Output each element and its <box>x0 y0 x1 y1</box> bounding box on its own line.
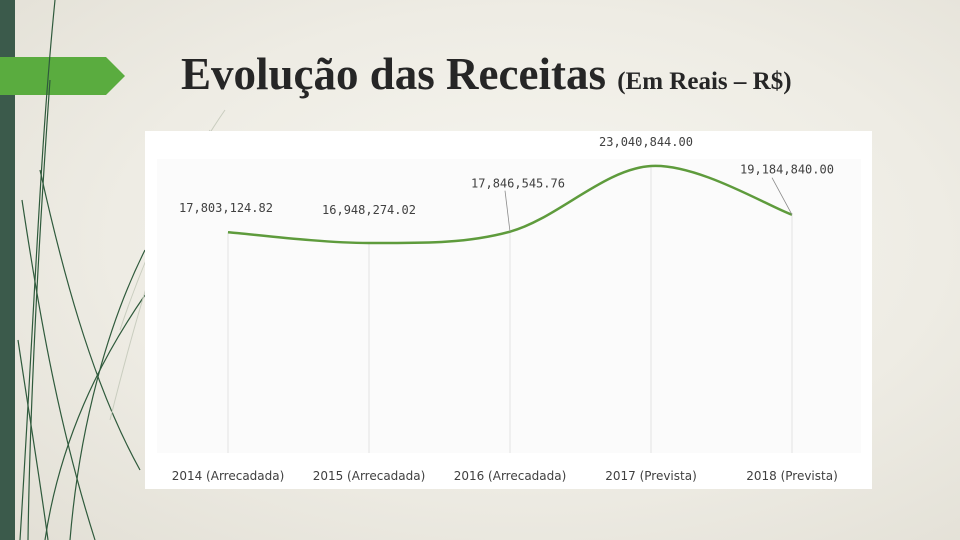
data-label-1: 17,803,124.82 <box>179 201 273 215</box>
line-chart: 17,803,124.82 16,948,274.02 17,846,545.76 2… <box>157 135 861 483</box>
green-arrow-tab <box>0 57 125 95</box>
title-suffix: (Em Reais – R$) <box>617 68 792 95</box>
plant-stems-decoration <box>17 0 146 540</box>
data-label-3: 17,846,545.76 <box>471 177 565 191</box>
data-label-leader-5 <box>771 177 793 215</box>
plot-background <box>157 159 861 453</box>
data-label-leader-3 <box>504 190 511 232</box>
title-main: Evolução das Receitas <box>181 49 606 99</box>
chart-area: 17,803,124.82 16,948,274.02 17,846,545.76 2… <box>145 131 872 489</box>
data-label-5: 19,184,840.00 <box>740 163 834 177</box>
category-label-5: 2018 (Prevista) <box>746 469 838 483</box>
left-dark-bar <box>0 0 15 540</box>
data-label-4: 23,040,844.00 <box>599 135 693 149</box>
category-label-4: 2017 (Prevista) <box>605 469 697 483</box>
data-label-2: 16,948,274.02 <box>322 203 416 217</box>
category-label-2: 2015 (Arrecadada) <box>313 469 426 483</box>
category-label-3: 2016 (Arrecadada) <box>454 469 567 483</box>
page-title: Evolução das Receitas (Em Reais – R$) <box>181 52 792 97</box>
category-label-1: 2014 (Arrecadada) <box>172 469 285 483</box>
